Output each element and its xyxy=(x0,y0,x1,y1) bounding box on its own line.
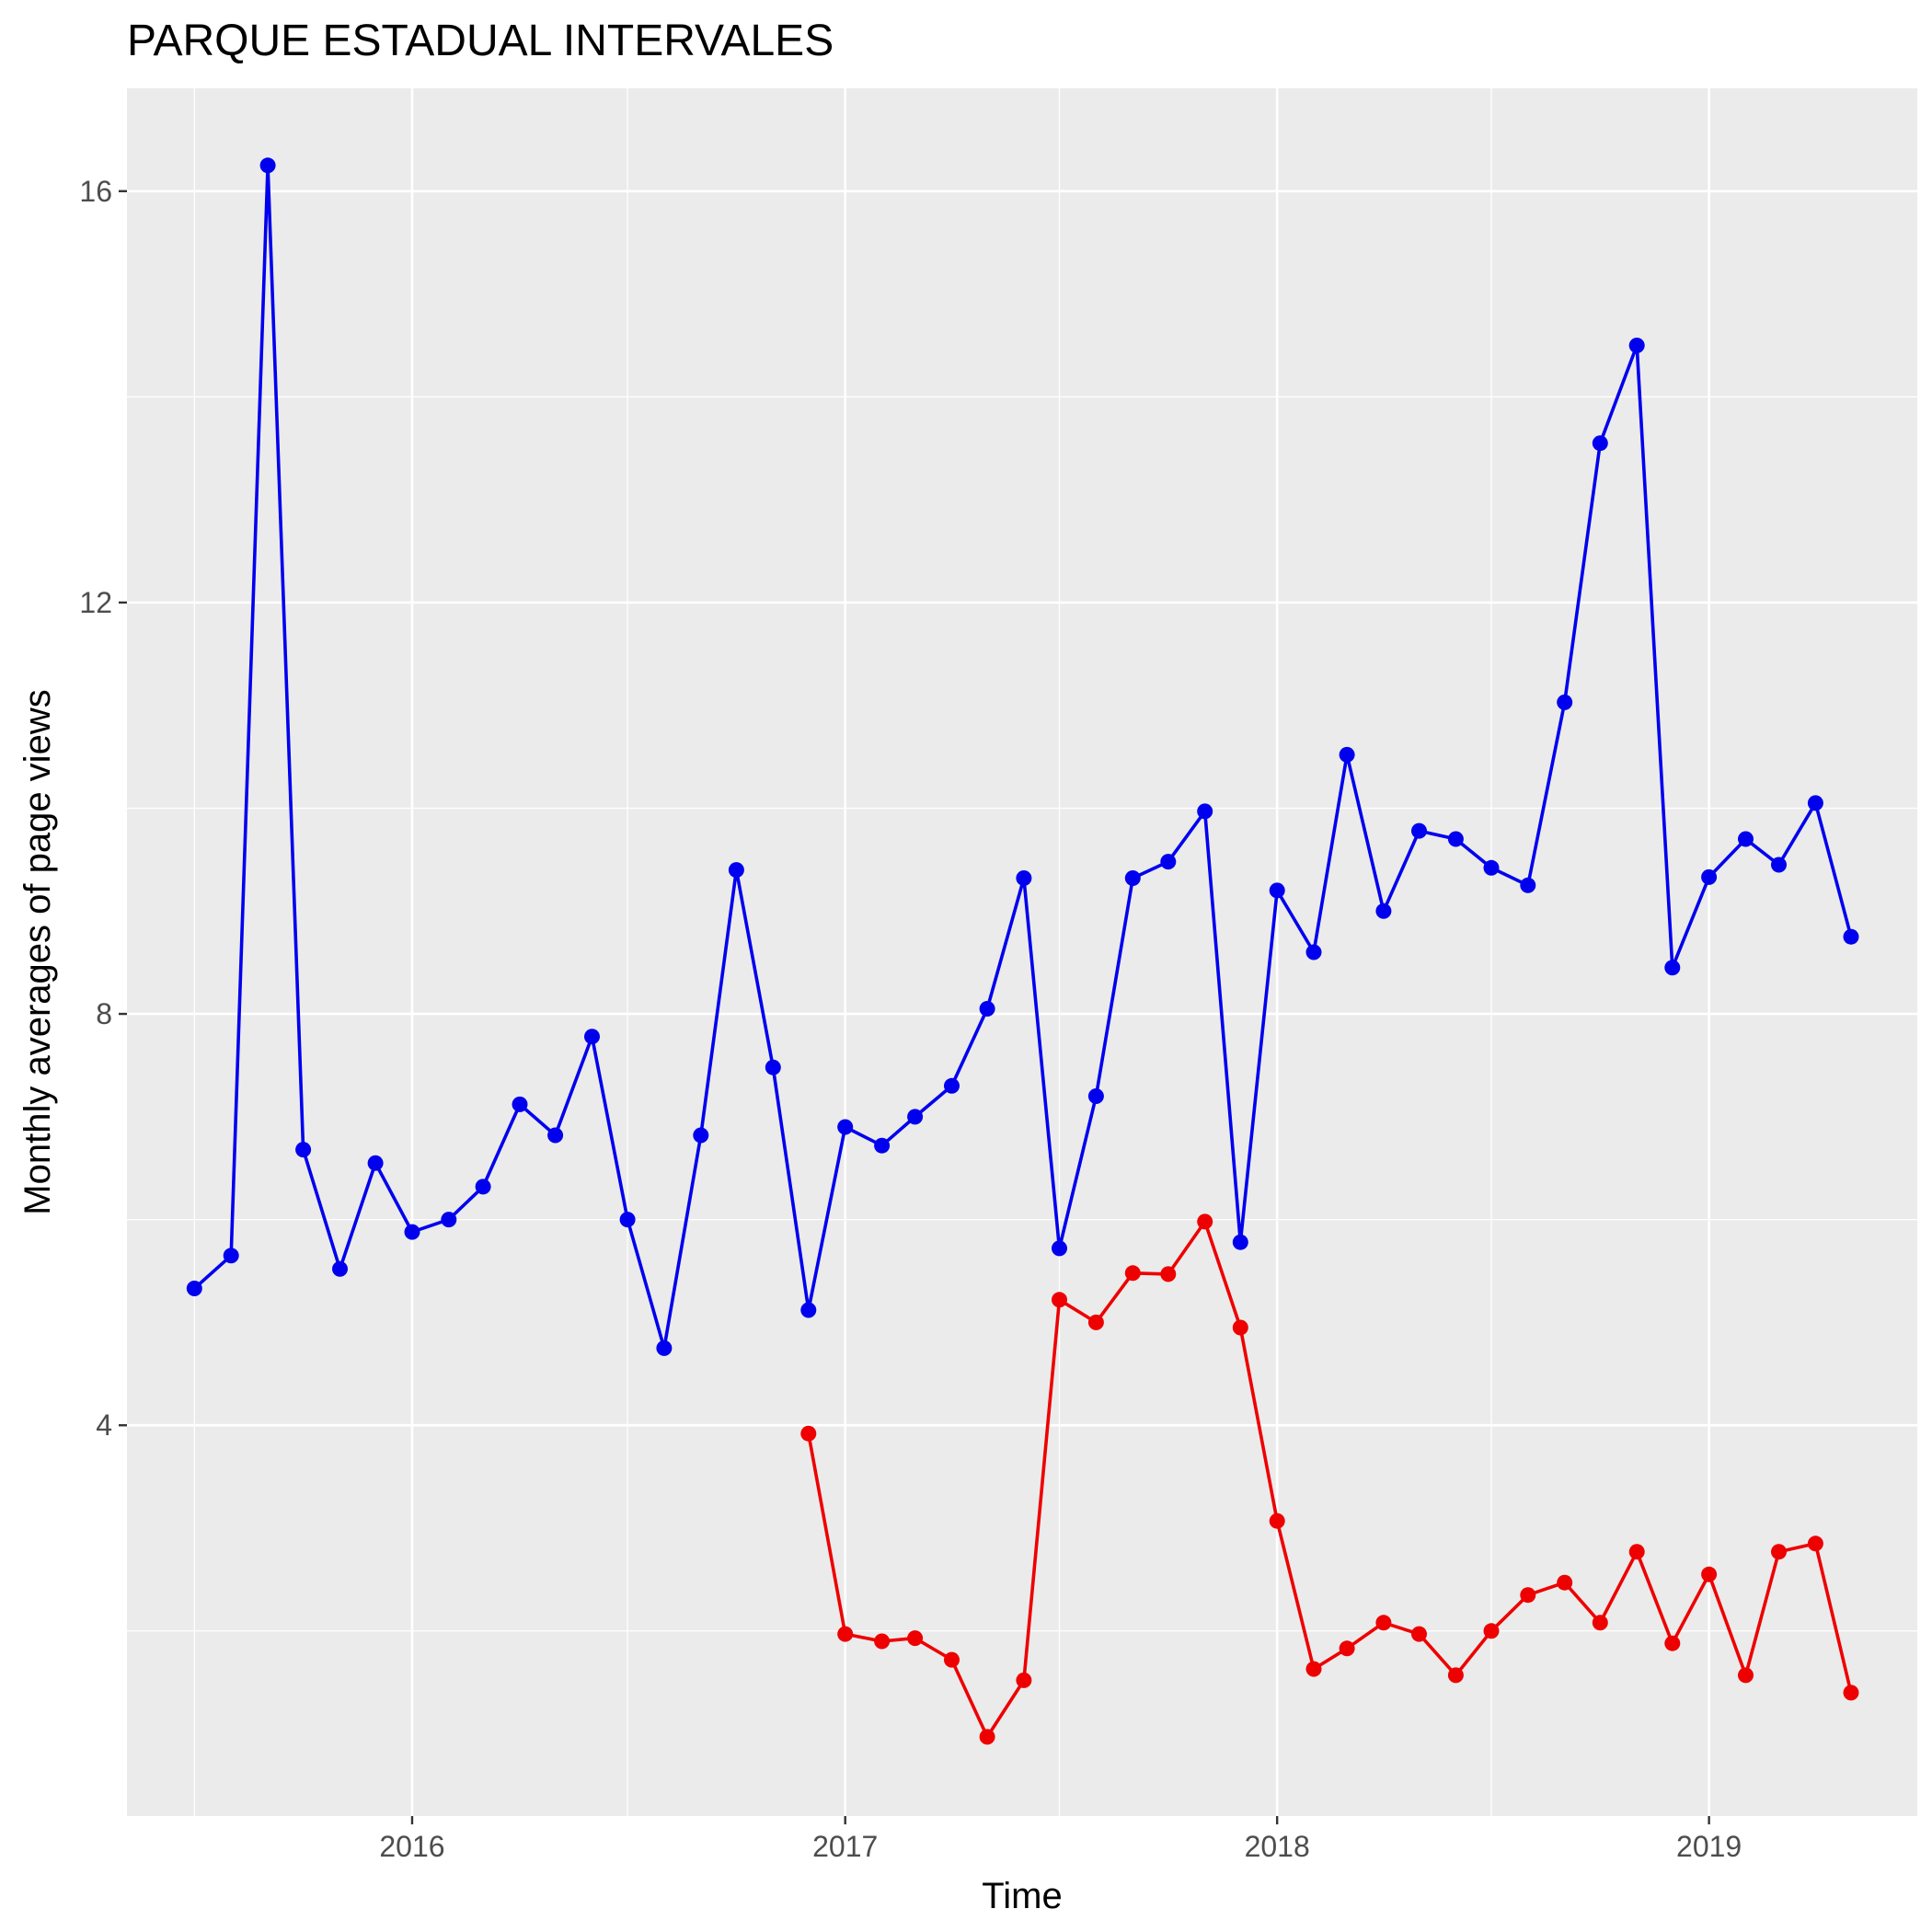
x-tick-label: 2016 xyxy=(379,1830,444,1863)
series-2-point xyxy=(837,1626,854,1642)
series-1-point xyxy=(547,1127,564,1144)
series-1-point xyxy=(1052,1240,1067,1257)
series-1-point xyxy=(1771,857,1787,873)
series-1-point xyxy=(979,1001,995,1017)
series-2-point xyxy=(1483,1623,1500,1639)
series-2-point xyxy=(1160,1266,1177,1282)
series-2-point xyxy=(907,1630,924,1647)
series-1-point xyxy=(765,1059,781,1075)
series-1-point xyxy=(186,1281,202,1296)
series-1-point xyxy=(1447,831,1464,847)
series-1-point xyxy=(404,1224,420,1240)
series-2-point xyxy=(1411,1626,1427,1642)
series-2 xyxy=(800,1213,1859,1745)
y-tick-label: 4 xyxy=(96,1409,112,1442)
series-2-point xyxy=(1557,1574,1573,1591)
series-2-point xyxy=(979,1729,995,1745)
series-1-point xyxy=(1339,746,1355,763)
series-1-point xyxy=(693,1127,709,1144)
series-1 xyxy=(186,157,1859,1356)
series-1-point xyxy=(1016,870,1032,886)
grid-minor-x xyxy=(193,88,1492,1816)
series-layer xyxy=(186,157,1859,1745)
series-2-line xyxy=(807,1220,1853,1739)
x-tick-label: 2019 xyxy=(1676,1830,1742,1863)
series-2-point xyxy=(1375,1615,1392,1631)
series-1-point xyxy=(1628,338,1645,353)
series-1-point xyxy=(332,1260,348,1277)
series-1-point xyxy=(512,1096,528,1112)
series-1-point xyxy=(1738,831,1754,847)
series-1-point xyxy=(1592,435,1608,452)
series-2-point xyxy=(1807,1535,1823,1552)
x-axis-title: Time xyxy=(982,1876,1062,1916)
series-2-point xyxy=(944,1651,960,1668)
series-1-point xyxy=(944,1077,960,1094)
series-1-point xyxy=(800,1302,817,1318)
plot-panel xyxy=(127,88,1917,1816)
series-2-point xyxy=(1701,1566,1718,1582)
series-1-point xyxy=(295,1142,312,1158)
y-axis-title: Monthly averages of page views xyxy=(17,689,58,1214)
series-1-point xyxy=(619,1212,636,1228)
series-1-point xyxy=(1664,960,1681,976)
series-1-point xyxy=(1701,868,1718,885)
series-1-point xyxy=(259,157,276,174)
series-2-point xyxy=(1628,1544,1645,1560)
series-2-point xyxy=(1269,1512,1285,1529)
series-1-point xyxy=(1124,870,1141,886)
x-axis: 2016 2017 2018 2019 xyxy=(379,1816,1742,1863)
series-2-point xyxy=(800,1425,817,1442)
series-2-point xyxy=(1124,1265,1141,1282)
series-2-point xyxy=(1738,1667,1754,1684)
series-1-point xyxy=(367,1155,384,1171)
y-tick-label: 16 xyxy=(79,175,112,208)
series-2-point xyxy=(1016,1672,1032,1688)
series-2-point xyxy=(1843,1685,1859,1701)
series-2-point xyxy=(1592,1615,1608,1631)
series-1-point xyxy=(837,1119,854,1135)
y-tick-label: 8 xyxy=(96,997,112,1030)
series-1-point xyxy=(441,1212,457,1228)
series-1-point xyxy=(1411,822,1427,839)
y-axis: 4 8 12 16 xyxy=(79,175,127,1442)
series-1-point xyxy=(475,1179,491,1195)
series-2-point xyxy=(1305,1661,1322,1677)
series-1-point xyxy=(656,1340,673,1356)
grid-major-y xyxy=(127,190,1917,1427)
series-1-point xyxy=(1557,694,1573,710)
series-1-point xyxy=(1520,877,1536,893)
x-tick-label: 2017 xyxy=(812,1830,878,1863)
series-1-point xyxy=(728,862,744,879)
series-2-point xyxy=(1087,1314,1104,1330)
series-1-point xyxy=(1375,903,1392,919)
series-2-point xyxy=(1447,1667,1464,1684)
series-2-point xyxy=(1197,1213,1213,1230)
series-2-point xyxy=(1771,1544,1787,1560)
series-2-point xyxy=(1520,1587,1536,1604)
series-1-point xyxy=(1807,795,1823,811)
series-1-point xyxy=(223,1248,239,1264)
chart-title: PARQUE ESTADUAL INTERVALES xyxy=(127,17,834,65)
series-1-point xyxy=(907,1109,924,1125)
series-1-point xyxy=(1269,882,1285,899)
series-1-point xyxy=(874,1137,891,1154)
series-2-point xyxy=(1052,1292,1067,1308)
series-1-point xyxy=(1305,944,1322,960)
series-1-point xyxy=(1160,854,1177,870)
series-1-point xyxy=(1087,1088,1104,1104)
series-2-point xyxy=(874,1633,891,1650)
series-1-point xyxy=(1483,859,1500,876)
x-tick-label: 2018 xyxy=(1245,1830,1310,1863)
series-1-point xyxy=(1197,803,1213,820)
series-1-point xyxy=(1232,1234,1248,1250)
series-1-point xyxy=(1843,928,1859,945)
y-tick-label: 12 xyxy=(79,586,112,619)
series-2-point xyxy=(1232,1319,1248,1336)
series-1-point xyxy=(584,1029,600,1045)
series-2-point xyxy=(1339,1640,1355,1657)
series-2-point xyxy=(1664,1635,1681,1651)
